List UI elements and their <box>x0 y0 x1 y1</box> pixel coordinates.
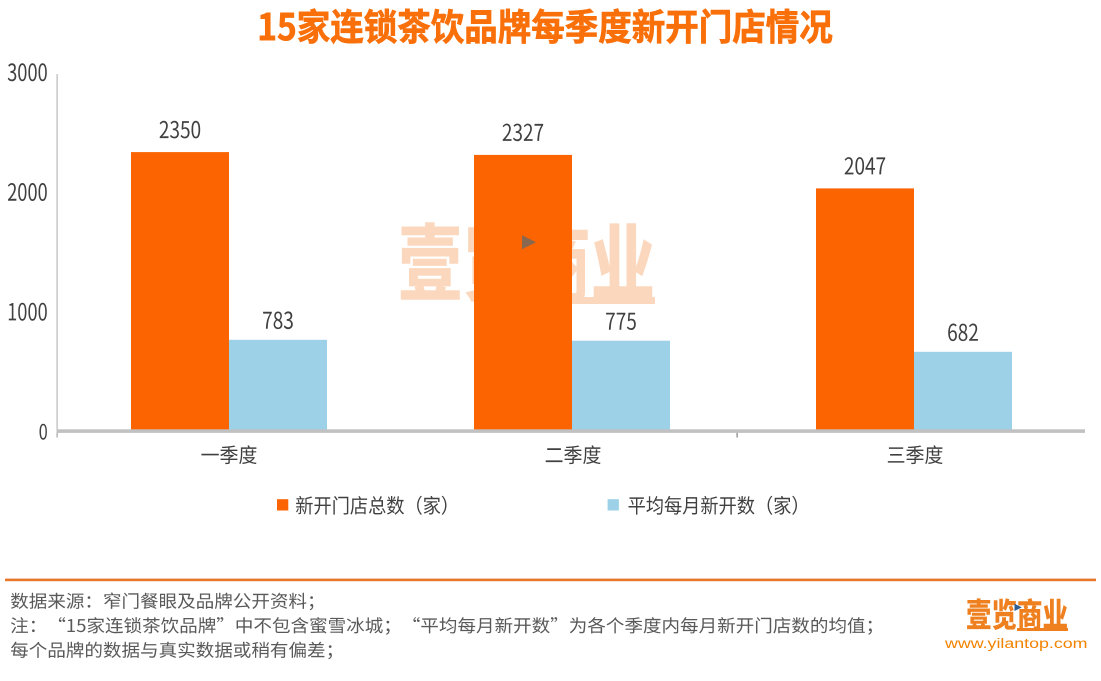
svg-text:www.yilantop.com: www.yilantop.com <box>944 636 1088 652</box>
